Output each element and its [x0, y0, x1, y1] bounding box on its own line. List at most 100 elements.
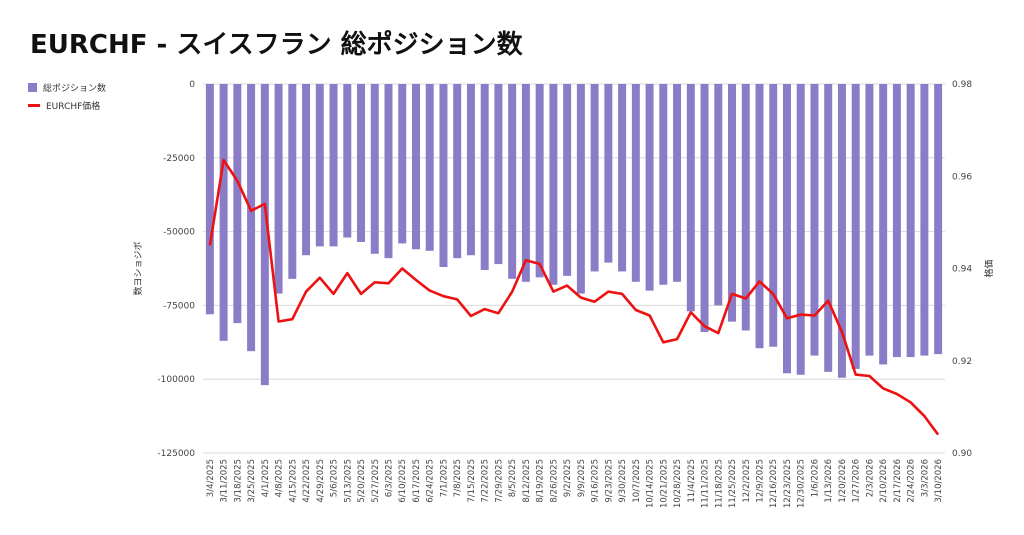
x-tick-label: 9/23/2025	[604, 459, 614, 503]
x-tick-label: 9/30/2025	[618, 459, 628, 503]
bar	[892, 84, 901, 358]
bar	[879, 84, 888, 365]
bar	[205, 84, 214, 315]
x-tick-label: 12/16/2025	[769, 459, 779, 508]
y-right-tick-label: 0.94	[952, 265, 972, 275]
bar	[288, 84, 297, 279]
x-tick-label: 12/9/2025	[756, 459, 766, 503]
bar	[329, 84, 338, 247]
x-tick-label: 4/1/2025	[261, 459, 271, 497]
x-tick-label: 10/21/2025	[659, 459, 669, 508]
x-tick-label: 12/30/2025	[797, 459, 807, 508]
bar	[521, 84, 530, 282]
bar	[302, 84, 311, 256]
bar	[920, 84, 929, 356]
x-tick-label: 8/12/2025	[522, 459, 532, 503]
bar	[549, 84, 558, 285]
x-tick-label: 3/18/2025	[233, 459, 243, 503]
x-tick-label: 5/27/2025	[371, 459, 381, 503]
y-right-tick-label: 0.96	[952, 172, 972, 182]
x-tick-label: 5/20/2025	[357, 459, 367, 503]
y-right-tick-label: 0.98	[952, 80, 972, 90]
x-tick-label: 11/11/2025	[701, 459, 711, 508]
bar	[466, 84, 475, 256]
bar	[618, 84, 627, 272]
bar	[535, 84, 544, 278]
x-tick-label: 5/6/2025	[330, 459, 340, 497]
y-left-tick-label: -75000	[163, 301, 195, 311]
x-tick-label: 1/6/2026	[810, 459, 820, 497]
bar	[934, 84, 943, 355]
y-right-axis-title: 格価	[983, 259, 995, 277]
x-tick-label: 1/27/2026	[852, 459, 862, 503]
bar	[439, 84, 448, 268]
x-tick-label: 1/20/2026	[838, 459, 848, 503]
x-tick-label: 8/19/2025	[536, 459, 546, 503]
bar	[865, 84, 874, 356]
gridlines	[203, 83, 945, 454]
bar	[631, 84, 640, 282]
axes: 0 -25000 -50000 -75000 -100000 -125000 0.98 0.9…	[132, 80, 995, 508]
bar	[494, 84, 503, 265]
bar	[576, 84, 585, 294]
bar	[398, 84, 407, 244]
x-tick-label: 3/4/2025	[206, 459, 216, 497]
legend-item-bars: 総ポジション数	[28, 78, 106, 96]
bar	[480, 84, 489, 270]
x-tick-label: 8/26/2025	[549, 459, 559, 503]
bar	[673, 84, 682, 282]
legend-item-line: EURCHF価格	[28, 96, 106, 114]
y-right-tick-label: 0.92	[952, 357, 972, 367]
x-tick-label: 2/24/2026	[907, 459, 917, 503]
bar	[260, 84, 269, 386]
x-tick-label: 1/13/2026	[824, 459, 834, 503]
bar	[659, 84, 668, 285]
x-tick-label: 3/11/2025	[220, 459, 230, 503]
bar	[370, 84, 379, 254]
x-tick-label: 7/15/2025	[467, 459, 477, 503]
y-left-tick-label: -125000	[157, 449, 195, 459]
bar	[851, 84, 860, 369]
x-tick-label: 4/29/2025	[316, 459, 326, 503]
x-tick-label: 2/3/2026	[865, 459, 875, 497]
y-left-tick-label: 0	[189, 80, 195, 90]
x-tick-label: 3/10/2026	[934, 459, 944, 503]
x-tick-label: 9/9/2025	[577, 459, 587, 497]
legend-label-bars: 総ポジション数	[43, 83, 107, 94]
bar-series	[205, 84, 943, 386]
bar	[384, 84, 393, 259]
x-tick-label: 6/24/2025	[426, 459, 436, 503]
bar	[590, 84, 599, 272]
x-tick-label: 6/3/2025	[385, 459, 395, 497]
bar	[837, 84, 846, 378]
x-tick-label: 4/15/2025	[288, 459, 298, 503]
bar	[343, 84, 352, 238]
bar	[604, 84, 613, 263]
bar	[769, 84, 778, 347]
x-tick-label: 4/8/2025	[275, 459, 285, 497]
bar	[782, 84, 791, 374]
bar	[714, 84, 723, 306]
x-tick-label: 11/18/2025	[714, 459, 724, 508]
bar	[741, 84, 750, 331]
x-tick-label: 10/28/2025	[673, 459, 683, 508]
bar	[233, 84, 242, 324]
y-left-tick-label: -50000	[163, 228, 195, 238]
bar	[425, 84, 434, 251]
x-tick-label: 2/10/2026	[879, 459, 889, 503]
x-tick-label: 5/13/2025	[343, 459, 353, 503]
x-tick-label: 7/8/2025	[453, 459, 463, 497]
x-tick-label: 7/1/2025	[439, 459, 449, 497]
x-tick-label: 11/4/2025	[687, 459, 697, 503]
bar	[645, 84, 654, 291]
bar	[411, 84, 420, 250]
y-left-axis-title: 数ヨショジボ	[132, 241, 144, 295]
line-series	[208, 158, 940, 436]
x-tick-label: 7/22/2025	[481, 459, 491, 503]
legend-label-line: EURCHF価格	[46, 101, 101, 112]
x-tick-label: 4/22/2025	[302, 459, 312, 503]
x-tick-label: 12/23/2025	[783, 459, 793, 508]
legend-swatch-line	[28, 103, 40, 107]
x-tick-label: 2/17/2026	[893, 459, 903, 503]
